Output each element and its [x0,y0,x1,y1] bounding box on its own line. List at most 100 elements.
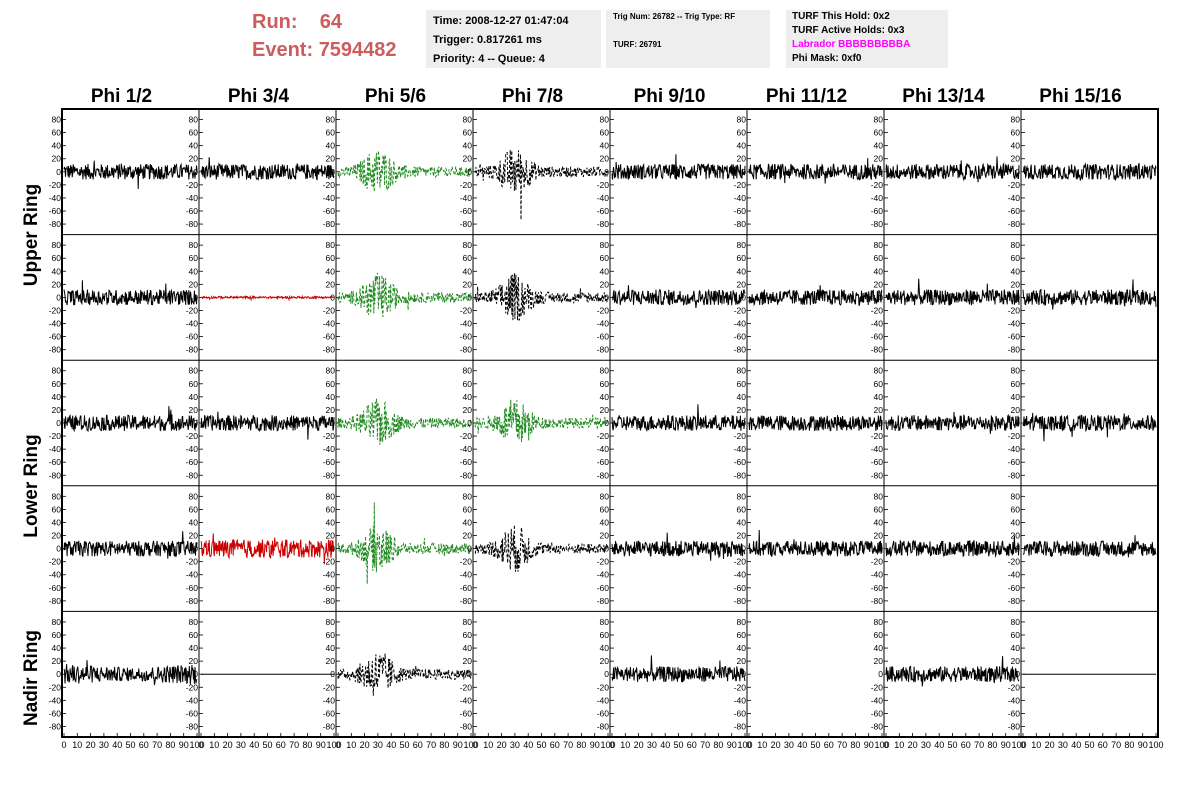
y-tick-label: 20 [463,531,473,541]
waveform-trace [885,656,1020,687]
y-tick-label: -40 [460,695,473,705]
y-tick-label: 20 [189,405,199,415]
y-tick-label: 20 [463,154,473,164]
y-tick-label: -60 [734,332,747,342]
x-tick-label: 90 [864,740,874,750]
y-tick-label: -40 [734,444,747,454]
y-tick-label: 40 [52,643,62,653]
y-tick-label: -20 [597,682,610,692]
y-tick-label: 40 [463,266,473,276]
y-tick-label: 60 [52,253,62,263]
y-tick-label: 20 [463,279,473,289]
waveform-trace [1022,535,1157,558]
y-tick-label: 60 [874,504,884,514]
x-tick-label: 90 [727,740,737,750]
y-tick-label: 20 [189,656,199,666]
y-tick-label: 20 [600,279,610,289]
y-tick-label: -20 [734,305,747,315]
column-header-phi-13-14: Phi 13/14 [902,86,985,107]
x-tick-label: 50 [399,740,409,750]
y-tick-label: -60 [460,583,473,593]
x-tick-label: 50 [262,740,272,750]
y-tick-label: -40 [597,695,610,705]
x-tick-label: 100 [326,740,341,750]
y-tick-label: -80 [871,345,884,355]
y-tick-label: 40 [1011,392,1021,402]
priority-text: Priority: 4 -- Queue: 4 [433,53,545,65]
waveform-trace [200,533,335,565]
y-tick-label: 0 [467,669,472,679]
x-tick-label: 10 [346,740,356,750]
y-tick-label: 0 [1015,669,1020,679]
y-tick-label: -40 [186,444,199,454]
x-tick-label: 10 [72,740,82,750]
y-tick-label: 20 [737,656,747,666]
x-tick-label: 20 [86,740,96,750]
x-tick-label: 60 [1098,740,1108,750]
x-tick-label: 50 [536,740,546,750]
y-tick-label: -60 [460,206,473,216]
waveform-trace [1022,279,1157,310]
y-tick-label: -40 [871,193,884,203]
y-tick-label: -60 [871,583,884,593]
y-tick-label: -40 [49,319,62,329]
y-tick-label: -20 [49,431,62,441]
y-tick-label: -80 [871,219,884,229]
x-tick-label: 100 [463,740,478,750]
labrador-text: Labrador BBBBBBBBBA [792,39,911,50]
y-tick-label: 0 [467,418,472,428]
y-tick-label: 0 [878,292,883,302]
run-label: Run: [252,11,298,33]
y-tick-label: 20 [737,405,747,415]
y-tick-label: 0 [604,544,609,554]
x-tick-label: 30 [784,740,794,750]
x-tick-label: 80 [302,740,312,750]
y-tick-label: 40 [52,141,62,151]
y-tick-label: 60 [463,504,473,514]
y-tick-label: -60 [323,206,336,216]
y-tick-label: -20 [460,180,473,190]
y-tick-label: -20 [1008,682,1021,692]
x-tick-label: 80 [576,740,586,750]
x-tick-label: 70 [1111,740,1121,750]
y-tick-label: -40 [323,319,336,329]
y-tick-label: 80 [874,491,884,501]
x-tick-label: 0 [609,740,614,750]
waveform-trace [474,399,609,443]
y-tick-label: 0 [330,544,335,554]
y-tick-label: -20 [186,431,199,441]
y-tick-label: -60 [49,708,62,718]
x-tick-label: 0 [61,740,66,750]
x-tick-label: 50 [125,740,135,750]
trigger-info-box: Trig Num: 26782 -- Trig Type: RF TURF: 2… [606,10,770,68]
y-tick-label: 40 [52,266,62,276]
y-tick-label: -20 [186,682,199,692]
y-tick-label: 40 [737,392,747,402]
y-tick-label: -80 [186,596,199,606]
y-tick-label: -20 [597,557,610,567]
y-tick-label: 20 [874,405,884,415]
x-tick-label: 40 [249,740,259,750]
y-tick-label: -20 [460,682,473,692]
x-tick-label: 50 [673,740,683,750]
y-tick-label: 20 [737,154,747,164]
x-tick-label: 20 [908,740,918,750]
y-tick-label: 40 [189,517,199,527]
y-tick-label: 20 [326,405,336,415]
y-tick-label: -40 [49,193,62,203]
x-tick-label: 100 [600,740,615,750]
waveform-trace [748,415,883,432]
y-tick-label: 40 [463,392,473,402]
y-tick-label: 0 [604,292,609,302]
run-event-box: Run: 64 Event: 7594482 [252,8,397,64]
y-tick-label: -40 [597,570,610,580]
y-tick-label: -40 [871,444,884,454]
y-tick-label: -80 [186,345,199,355]
column-header-phi-11-12: Phi 11/12 [765,86,848,107]
y-tick-label: 40 [463,517,473,527]
y-tick-label: 80 [1011,240,1021,250]
x-tick-label: 20 [634,740,644,750]
y-tick-label: 80 [326,366,336,376]
y-tick-label: 60 [737,379,747,389]
y-tick-label: 20 [874,279,884,289]
